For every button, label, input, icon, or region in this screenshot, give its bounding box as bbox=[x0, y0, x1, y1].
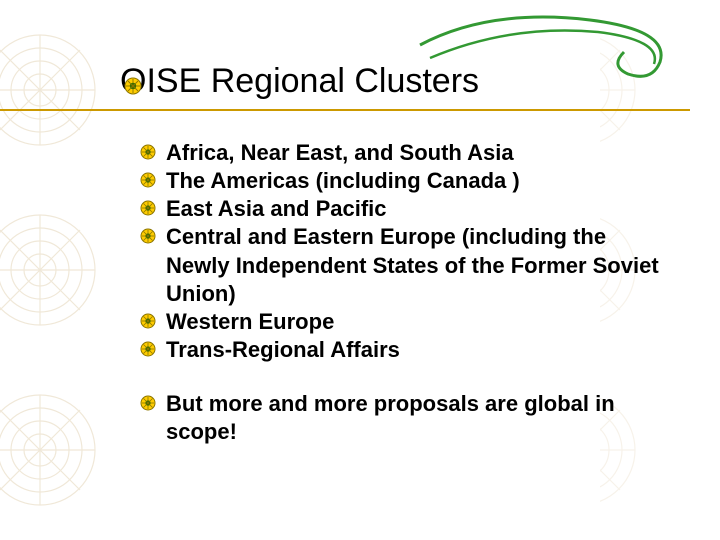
list-item: The Americas (including Canada ) bbox=[140, 167, 660, 195]
bullet-icon bbox=[140, 200, 156, 216]
bullet-icon bbox=[140, 228, 156, 244]
list-a: Africa, Near East, and South Asia The Ame… bbox=[140, 139, 660, 364]
list-item-text: Central and Eastern Europe (including th… bbox=[166, 224, 659, 305]
list-item-text: Western Europe bbox=[166, 309, 334, 334]
list-item-text: East Asia and Pacific bbox=[166, 196, 387, 221]
list-item: East Asia and Pacific bbox=[140, 195, 660, 223]
list-b: But more and more proposals are global i… bbox=[140, 390, 660, 446]
list-item-text: The Americas (including Canada ) bbox=[166, 168, 520, 193]
list-item: Africa, Near East, and South Asia bbox=[140, 139, 660, 167]
list-item: Trans-Regional Affairs bbox=[140, 336, 660, 364]
bullet-icon bbox=[140, 172, 156, 188]
list-item: Central and Eastern Europe (including th… bbox=[140, 223, 660, 307]
list-item-text: Trans-Regional Affairs bbox=[166, 337, 400, 362]
list-gap bbox=[140, 364, 660, 390]
bullet-icon bbox=[140, 313, 156, 329]
title-area: OISE Regional Clusters bbox=[0, 0, 690, 111]
list-item: Western Europe bbox=[140, 308, 660, 336]
title-bullet-icon bbox=[124, 77, 142, 95]
content-area: Africa, Near East, and South Asia The Ame… bbox=[0, 111, 720, 447]
bullet-icon bbox=[140, 341, 156, 357]
bullet-icon bbox=[140, 395, 156, 411]
bullet-icon bbox=[140, 144, 156, 160]
slide-title: OISE Regional Clusters bbox=[120, 62, 630, 101]
list-item-text: Africa, Near East, and South Asia bbox=[166, 140, 514, 165]
list-item: But more and more proposals are global i… bbox=[140, 390, 660, 446]
list-item-text: But more and more proposals are global i… bbox=[166, 391, 615, 444]
